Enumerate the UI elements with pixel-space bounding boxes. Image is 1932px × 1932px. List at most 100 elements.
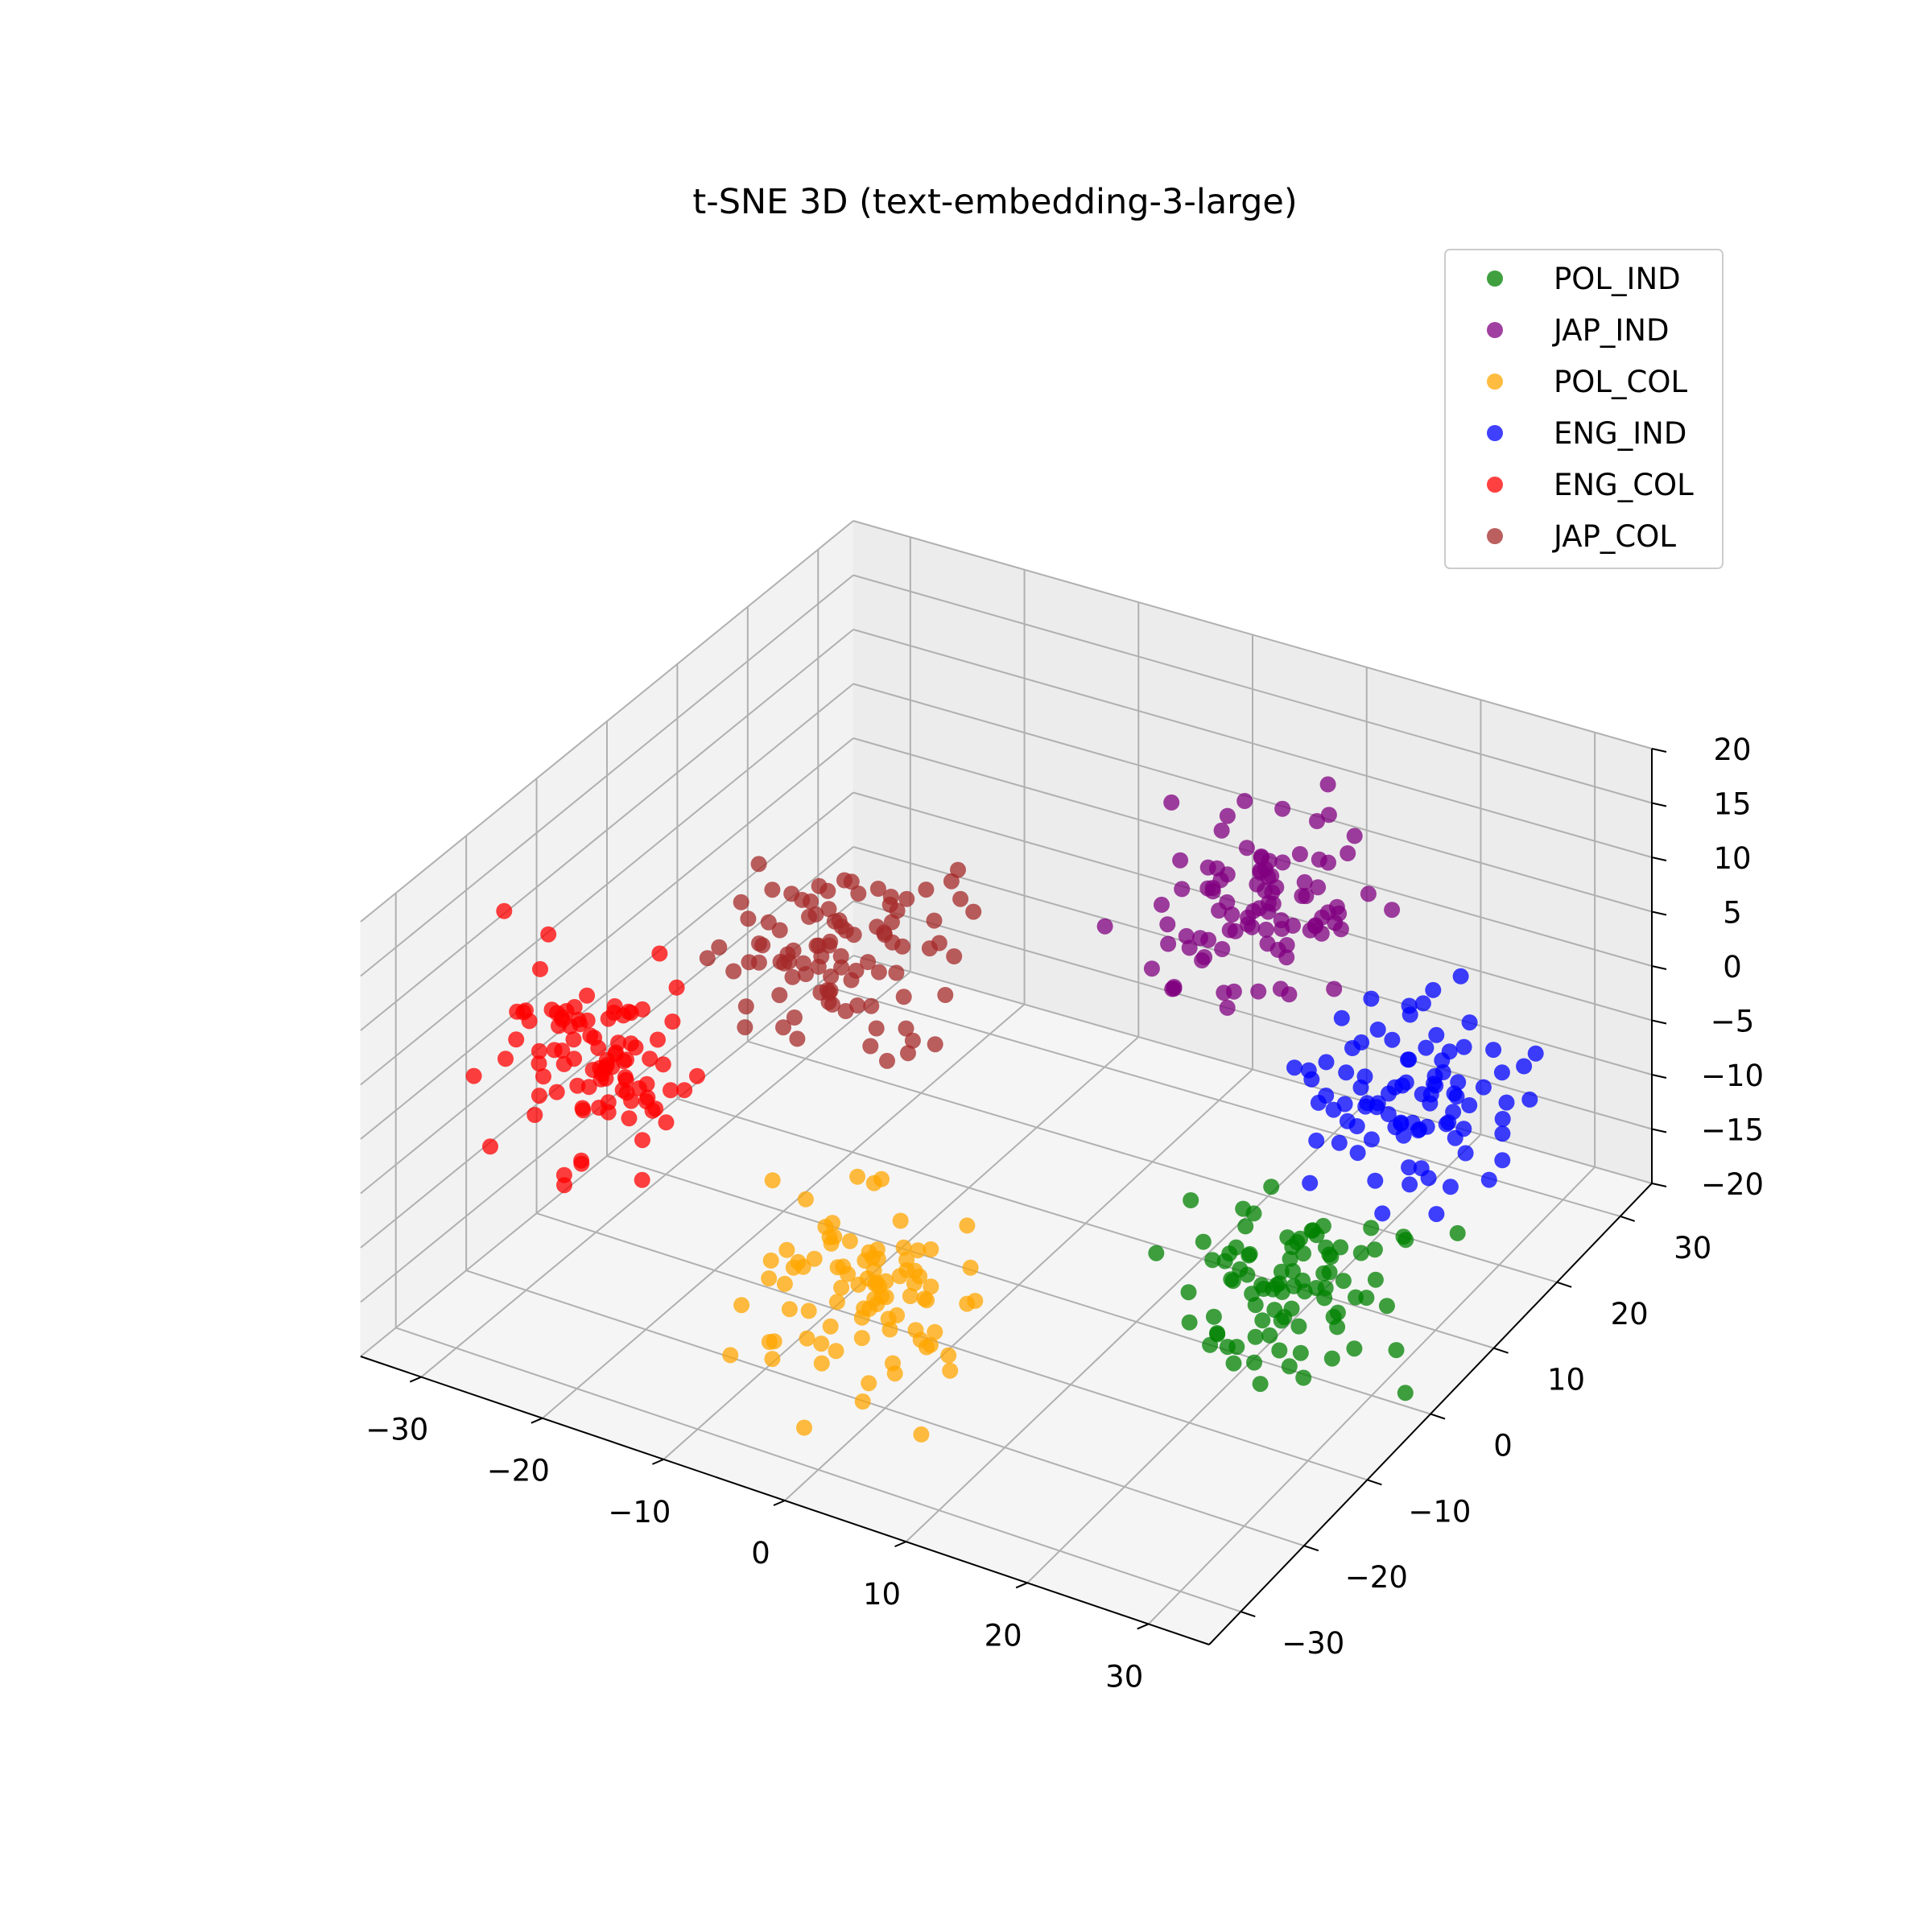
point-jap-ind — [1240, 909, 1257, 926]
point-pol-col — [854, 1393, 871, 1410]
point-jap-ind — [1096, 918, 1113, 935]
point-pol-ind — [1281, 1358, 1298, 1375]
point-jap-ind — [1274, 800, 1291, 817]
point-pol-col — [866, 1290, 883, 1307]
point-jap-ind — [1219, 999, 1236, 1016]
point-eng-col — [605, 1005, 622, 1021]
point-pol-col — [781, 1301, 798, 1318]
point-eng-ind — [1367, 1172, 1384, 1189]
y-tick — [1430, 1413, 1446, 1420]
point-pol-ind — [1315, 1265, 1332, 1282]
point-pol-col — [911, 1268, 928, 1285]
point-eng-ind — [1427, 1077, 1444, 1094]
point-pol-col — [785, 1259, 802, 1276]
point-eng-ind — [1339, 1113, 1356, 1129]
point-eng-ind — [1400, 1051, 1416, 1068]
x-tick-label: −30 — [365, 1413, 428, 1447]
point-eng-ind — [1413, 1160, 1430, 1177]
point-pol-col — [776, 1275, 793, 1292]
point-eng-col — [634, 1171, 650, 1188]
point-jap-ind — [1154, 896, 1170, 913]
point-eng-col — [584, 1062, 601, 1078]
point-eng-col — [565, 1031, 582, 1048]
point-eng-col — [579, 1012, 596, 1029]
point-eng-col — [540, 926, 557, 943]
point-pol-col — [853, 1330, 870, 1347]
point-jap-ind — [1278, 949, 1295, 966]
point-pol-col — [889, 1307, 906, 1323]
point-eng-ind — [1485, 1042, 1502, 1059]
point-pol-col — [761, 1270, 778, 1287]
point-eng-ind — [1384, 1031, 1401, 1048]
point-pol-col — [940, 1347, 957, 1364]
x-tick — [1015, 1582, 1028, 1589]
point-jap-ind — [1253, 849, 1269, 866]
z-tick — [1651, 965, 1667, 970]
grid-line — [852, 683, 1653, 913]
point-jap-ind — [1360, 886, 1377, 902]
point-jap-ind — [1319, 776, 1336, 793]
point-jap-col — [775, 1019, 791, 1036]
point-eng-ind — [1450, 1074, 1467, 1091]
point-eng-col — [532, 960, 548, 977]
point-jap-ind — [1331, 905, 1348, 922]
grid-line — [852, 520, 1653, 749]
point-pol-ind — [1202, 1336, 1219, 1353]
point-jap-col — [789, 1030, 806, 1047]
z-tick — [1651, 1074, 1667, 1079]
point-eng-col — [530, 1088, 547, 1104]
point-eng-col — [496, 902, 513, 919]
point-eng-col — [543, 1001, 560, 1018]
point-jap-ind — [1320, 807, 1337, 824]
x-tick — [409, 1376, 422, 1383]
point-pol-ind — [1181, 1314, 1198, 1331]
point-pol-ind — [1221, 1245, 1238, 1262]
point-pol-ind — [1263, 1179, 1280, 1195]
point-jap-col — [711, 939, 728, 956]
point-pol-col — [892, 1212, 909, 1229]
z-tick — [1651, 802, 1667, 807]
x-tick — [530, 1417, 543, 1424]
grid-line — [360, 520, 854, 923]
point-jap-col — [760, 914, 777, 931]
point-eng-ind — [1448, 1088, 1465, 1105]
z-tick-label: −15 — [1701, 1113, 1764, 1148]
z-tick-label: 5 — [1723, 896, 1742, 931]
point-eng-col — [579, 987, 596, 1004]
point-jap-ind — [1219, 807, 1236, 824]
point-jap-col — [879, 1052, 895, 1069]
point-jap-col — [837, 923, 854, 939]
point-eng-col — [590, 1039, 607, 1056]
z-tick-label: 0 — [1723, 950, 1742, 985]
point-eng-col — [650, 1031, 666, 1048]
legend-label: JAP_COL — [1552, 519, 1676, 554]
point-jap-ind — [1346, 828, 1363, 844]
point-pol-col — [722, 1347, 739, 1364]
point-jap-col — [783, 886, 800, 902]
point-jap-col — [751, 935, 767, 952]
point-eng-col — [518, 1002, 534, 1019]
point-pol-col — [942, 1362, 959, 1379]
point-jap-col — [764, 881, 781, 898]
point-jap-col — [876, 924, 893, 941]
point-jap-col — [946, 948, 963, 964]
point-eng-col — [663, 1082, 679, 1099]
point-eng-ind — [1418, 1039, 1435, 1056]
point-eng-col — [465, 1067, 482, 1084]
point-jap-col — [837, 1003, 854, 1019]
point-eng-ind — [1455, 1038, 1472, 1055]
legend-marker — [1487, 425, 1503, 441]
point-eng-ind — [1380, 1106, 1397, 1122]
point-jap-col — [904, 1032, 921, 1049]
point-jap-col — [741, 954, 758, 971]
point-jap-col — [737, 1019, 753, 1036]
point-eng-ind — [1414, 995, 1431, 1012]
point-pol-ind — [1292, 1344, 1309, 1361]
point-pol-ind — [1209, 1325, 1225, 1341]
point-jap-ind — [1166, 980, 1183, 997]
point-eng-ind — [1303, 1071, 1320, 1088]
point-pol-ind — [1367, 1271, 1384, 1288]
point-pol-col — [822, 1318, 839, 1335]
point-eng-ind — [1521, 1091, 1538, 1108]
